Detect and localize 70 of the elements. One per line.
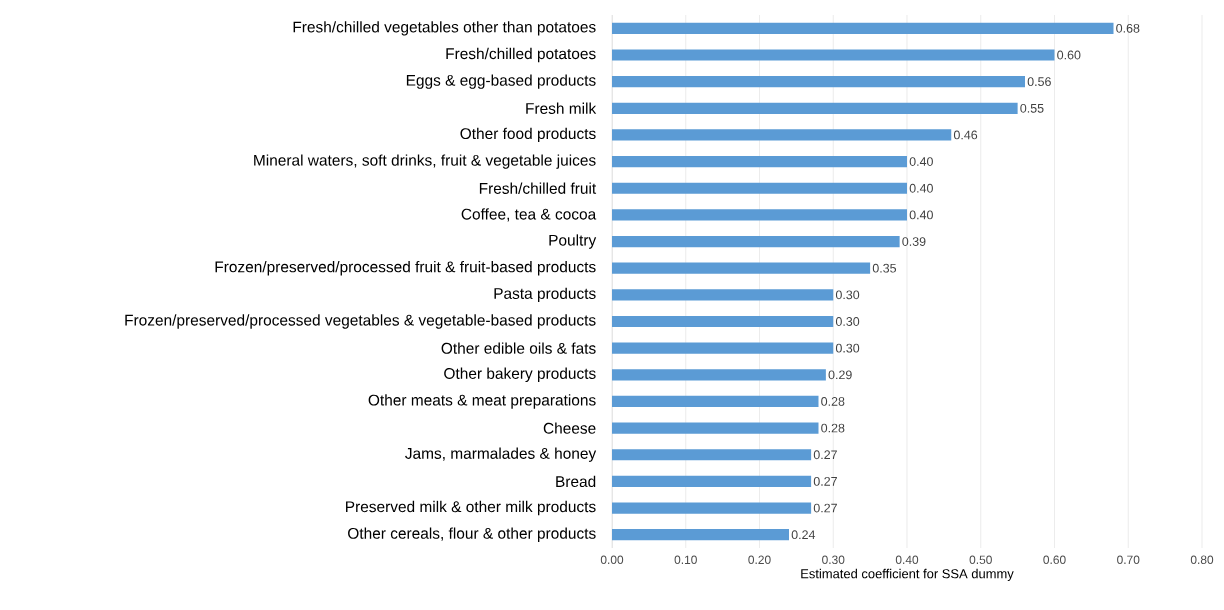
y-tick-label: Other meats & meat preparations — [368, 394, 596, 409]
bar — [611, 289, 834, 301]
bar — [611, 529, 789, 541]
y-tick-label: Cheese — [543, 422, 596, 434]
y-tick-label: Fresh milk — [526, 102, 597, 114]
bar — [611, 315, 834, 328]
bar — [611, 449, 812, 461]
data-label: 0.27 — [813, 450, 837, 460]
data-label: 0.27 — [813, 476, 837, 486]
y-tick-label: Bread — [556, 475, 596, 488]
data-label: 0.30 — [835, 343, 860, 353]
x-tick-label: 0.50 — [969, 555, 992, 564]
x-tick-label: 0.10 — [674, 555, 697, 564]
data-label: 0.28 — [821, 423, 845, 433]
y-tick-label: Frozen/preserved/processed fruit & fruit-based products — [215, 260, 596, 276]
data-label: 0.24 — [791, 530, 816, 540]
data-label: 0.40 — [909, 210, 933, 220]
data-label: 0.40 — [909, 183, 933, 193]
bar — [611, 129, 952, 141]
y-tick-label: Fresh/chilled vegetables other than potatoes — [293, 21, 596, 36]
bar — [611, 76, 1025, 88]
x-tick-label: 0.00 — [600, 555, 624, 564]
data-label: 0.27 — [813, 503, 837, 513]
bar — [611, 22, 1114, 34]
y-tick-label: Jams, marmalades & honey — [405, 447, 597, 462]
data-label: 0.46 — [953, 130, 978, 140]
y-tick-label: Poultry — [549, 234, 597, 249]
bar — [611, 502, 812, 514]
data-label: 0.39 — [902, 237, 926, 246]
y-tick-label: Preserved milk & other milk products — [346, 500, 596, 516]
data-label: 0.29 — [828, 370, 852, 380]
x-tick-label: 0.20 — [748, 555, 771, 564]
y-tick-label: Mineral waters, soft drinks, fruit & vegetable juices — [254, 154, 596, 169]
x-tick-label: 0.80 — [1190, 555, 1214, 564]
bar — [611, 262, 871, 274]
bar — [611, 422, 819, 434]
bar — [611, 155, 907, 168]
data-label: 0.35 — [872, 263, 897, 273]
x-tick-label: 0.70 — [1117, 555, 1140, 564]
bar — [611, 342, 834, 354]
bar — [611, 369, 826, 381]
y-tick-label: Fresh/chilled potatoes — [446, 47, 596, 63]
y-tick-label: Pasta products — [494, 287, 596, 303]
bar — [611, 49, 1055, 61]
bar — [611, 102, 1018, 114]
y-tick-label: Coffee, tea & cocoa — [461, 208, 597, 222]
y-tick-label: Frozen/preserved/processed vegetables & vegetable-based products — [125, 314, 596, 329]
x-tick-label: 0.60 — [1043, 555, 1066, 564]
y-tick-label: Other food products — [460, 127, 596, 143]
data-label: 0.30 — [835, 317, 860, 326]
data-label: 0.28 — [821, 397, 845, 406]
bar — [611, 475, 812, 487]
bar — [611, 235, 900, 248]
data-label: 0.60 — [1057, 50, 1081, 60]
y-tick-label: Other edible oils & fats — [441, 342, 596, 354]
y-tick-label: Eggs & egg-based products — [406, 74, 596, 89]
data-label: 0.55 — [1020, 103, 1044, 113]
data-label: 0.56 — [1027, 77, 1051, 87]
bar — [611, 182, 907, 194]
x-tick-label: 0.30 — [822, 555, 845, 564]
x-axis-title: Estimated coefficient for SSA dummy — [801, 568, 1014, 581]
bar — [611, 395, 819, 408]
y-tick-label: Fresh/chilled fruit — [479, 182, 597, 194]
y-tick-label: Other bakery products — [444, 367, 596, 382]
bar — [611, 209, 907, 221]
data-label: 0.30 — [835, 290, 860, 300]
x-tick-label: 0.40 — [895, 555, 919, 564]
data-label: 0.40 — [909, 157, 933, 166]
data-label: 0.68 — [1116, 23, 1140, 33]
y-tick-label: Other cereals, flour & other products — [348, 527, 596, 542]
